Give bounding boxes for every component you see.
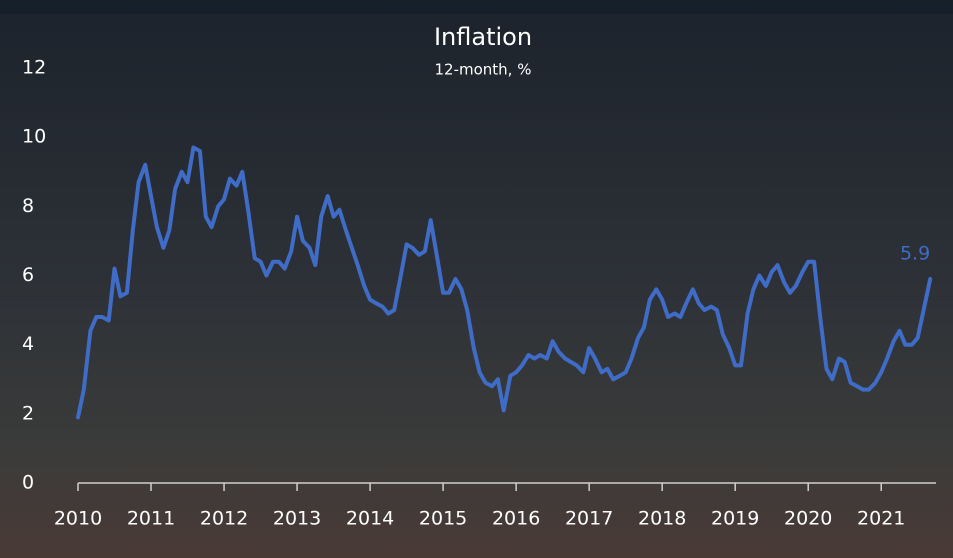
x-tick-label: 2020 — [784, 508, 832, 530]
y-tick-label: 6 — [22, 264, 34, 286]
x-tick-label: 2019 — [711, 508, 759, 530]
y-tick-label: 12 — [22, 57, 46, 79]
x-tick-label: 2014 — [346, 508, 394, 530]
x-tick-label: 2010 — [54, 508, 102, 530]
x-tick-label: 2021 — [857, 508, 905, 530]
x-tick-label: 2011 — [127, 508, 175, 530]
y-tick-label: 10 — [22, 126, 46, 148]
y-tick-label: 0 — [22, 472, 34, 494]
chart-subtitle: 12-month, % — [435, 61, 532, 79]
y-tick-label: 4 — [22, 333, 34, 355]
chart: Inflation 12-month, % 0 2 4 6 8 10 12 2010 2011 2… — [0, 0, 953, 558]
top-band — [0, 0, 953, 14]
x-tick-label: 2015 — [419, 508, 467, 530]
x-tick-label: 2016 — [492, 508, 540, 530]
value-label: 5.9 — [900, 242, 930, 264]
chart-title: Inflation — [434, 23, 532, 51]
background — [0, 0, 953, 558]
x-tick-label: 2013 — [273, 508, 321, 530]
x-tick-label: 2018 — [638, 508, 686, 530]
x-tick-label: 2017 — [565, 508, 613, 530]
y-tick-label: 2 — [22, 402, 34, 424]
x-tick-label: 2012 — [200, 508, 248, 530]
y-tick-label: 8 — [22, 195, 34, 217]
